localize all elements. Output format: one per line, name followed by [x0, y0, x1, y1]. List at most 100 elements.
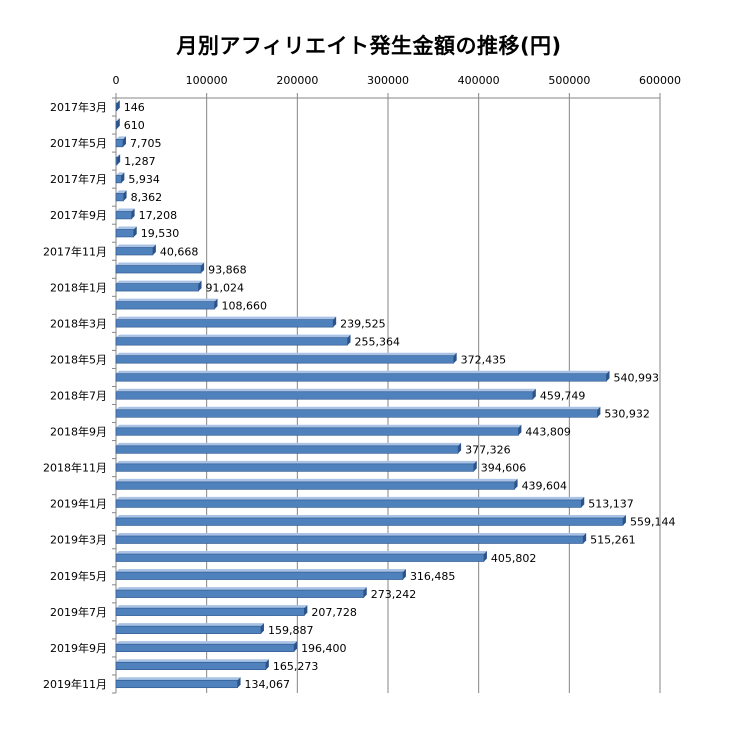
- y-category-label: 2019年1月: [50, 497, 107, 511]
- bar-side-face: [458, 442, 462, 454]
- bar-value-label: 459,749: [540, 390, 586, 403]
- bar: [115, 301, 215, 310]
- y-category-label: 2019年3月: [50, 533, 107, 547]
- bar: [115, 625, 262, 634]
- bar-top-face: [116, 532, 587, 536]
- bar-top-face: [116, 244, 156, 248]
- bar-side-face: [532, 388, 536, 400]
- y-category-label: 2019年11月: [43, 677, 107, 691]
- bar-top-face: [116, 605, 308, 609]
- bar: [115, 445, 459, 454]
- bar-side-face: [201, 262, 205, 274]
- bar-side-face: [116, 100, 120, 111]
- bar-side-face: [597, 406, 601, 418]
- bar-side-face: [117, 154, 121, 165]
- bar-top-face: [116, 496, 585, 500]
- bar: [115, 553, 485, 562]
- bar-top-face: [116, 334, 351, 338]
- bar-value-label: 91,024: [206, 281, 245, 294]
- bar-top-face: [116, 352, 457, 356]
- bar: [115, 661, 267, 671]
- bar-top-face: [116, 659, 269, 663]
- bar-top-face: [116, 623, 264, 627]
- bar-value-label: 439,604: [522, 480, 568, 493]
- bar: [115, 193, 124, 202]
- bar-value-label: 513,137: [588, 498, 634, 511]
- bar-top-face: [116, 298, 218, 302]
- bar-value-label: 1,287: [124, 155, 155, 168]
- bar-side-face: [363, 587, 367, 598]
- bar-side-face: [294, 641, 298, 652]
- bar-top-face: [116, 370, 610, 374]
- bar-value-label: 8,362: [131, 191, 163, 204]
- y-category-label: 2018年1月: [50, 280, 107, 294]
- bar-side-face: [121, 172, 125, 183]
- bar-side-face: [133, 226, 137, 237]
- bar-value-label: 443,809: [525, 426, 571, 439]
- bar-value-label: 394,606: [481, 462, 527, 475]
- bar-top-face: [116, 208, 135, 212]
- bar-side-face: [453, 352, 457, 364]
- bar-value-label: 17,208: [139, 209, 178, 222]
- bar-side-face: [152, 244, 156, 256]
- bar-value-label: 207,728: [311, 606, 357, 619]
- y-category-label: 2019年7月: [50, 605, 107, 619]
- bar-side-face: [116, 118, 120, 129]
- bar-side-face: [237, 677, 241, 688]
- bar: [115, 247, 154, 256]
- bar-side-face: [606, 370, 610, 382]
- bar: [115, 679, 238, 689]
- bar: [115, 355, 454, 364]
- bar-top-face: [116, 226, 137, 230]
- bar: [115, 157, 118, 166]
- chart-title: 月別アフィリエイト発生金額の推移(円): [176, 34, 562, 58]
- bar: [115, 499, 582, 508]
- bar-top-face: [116, 100, 120, 104]
- bar: [115, 463, 475, 472]
- bar: [115, 391, 534, 400]
- bar-value-label: 255,364: [355, 335, 401, 348]
- x-tick-label: 0: [113, 74, 120, 87]
- bar: [115, 319, 334, 328]
- bar-value-label: 19,530: [141, 227, 180, 240]
- y-category-label: 2019年5月: [50, 569, 107, 583]
- bar-top-face: [116, 136, 126, 140]
- bar-side-face: [260, 623, 264, 634]
- bar-side-face: [583, 532, 587, 544]
- y-category-label: 2018年3月: [50, 316, 107, 330]
- bar-value-label: 316,485: [410, 570, 456, 583]
- bar-top-face: [116, 280, 202, 284]
- bar-top-face: [116, 569, 406, 573]
- bar: [115, 265, 202, 274]
- y-category-label: 2017年7月: [50, 172, 107, 186]
- bar: [115, 481, 515, 490]
- bar-value-label: 540,993: [614, 371, 660, 384]
- y-category-label: 2017年5月: [50, 136, 107, 150]
- bar-value-label: 40,668: [160, 245, 199, 258]
- bar-side-face: [333, 316, 337, 328]
- x-tick-label: 200000: [276, 74, 318, 87]
- bar: [115, 102, 118, 112]
- bar: [115, 571, 404, 580]
- bar-value-label: 372,435: [461, 353, 507, 366]
- bar-top-face: [116, 460, 477, 464]
- bar-side-face: [402, 569, 406, 580]
- bar-side-face: [123, 190, 127, 201]
- bar-side-face: [518, 424, 522, 436]
- bar: [115, 337, 348, 346]
- bar-value-label: 196,400: [301, 642, 347, 655]
- y-category-label: 2019年9月: [50, 641, 107, 655]
- bar-value-label: 134,067: [245, 678, 291, 691]
- axes: 0 100000 200000 300000 400000 500000 600000 201…: [43, 74, 681, 694]
- bar-top-face: [116, 262, 205, 266]
- bar: [115, 535, 584, 544]
- bar-value-label: 559,144: [630, 516, 676, 529]
- bar-value-label: 405,802: [491, 552, 536, 565]
- bar-top-face: [116, 514, 626, 518]
- bar-side-face: [347, 334, 351, 346]
- x-tick-label: 600000: [639, 74, 681, 87]
- bar-side-face: [122, 136, 126, 147]
- bar: [115, 427, 519, 436]
- bar: [115, 229, 135, 238]
